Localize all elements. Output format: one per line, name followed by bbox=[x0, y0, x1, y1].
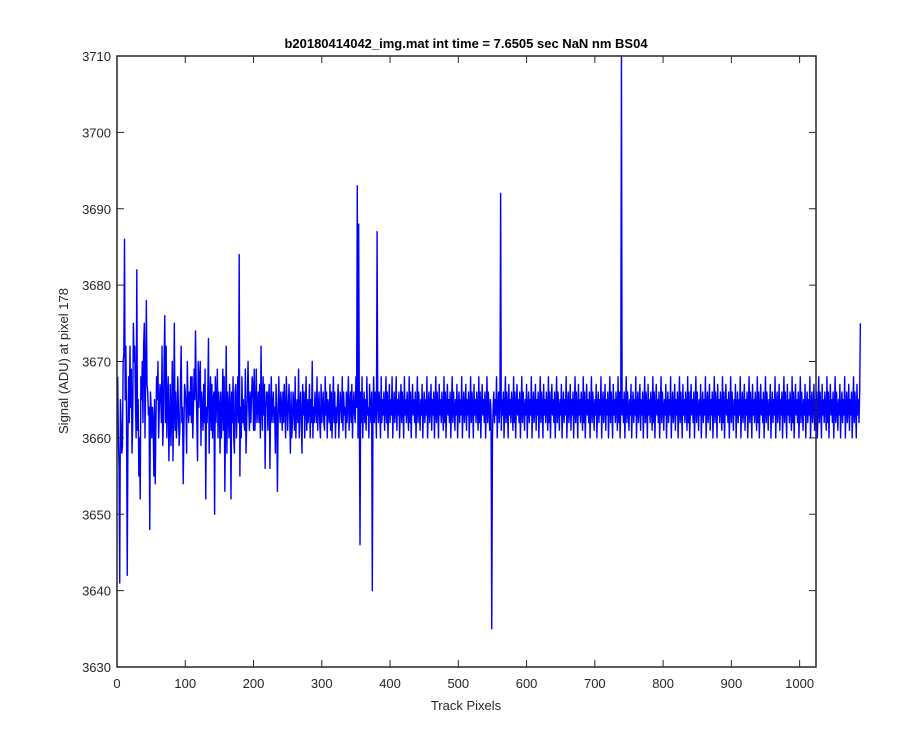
y-tick-label: 3690 bbox=[82, 202, 111, 217]
x-tick-label: 300 bbox=[311, 676, 333, 691]
y-tick-label: 3640 bbox=[82, 584, 111, 599]
x-tick-label: 900 bbox=[721, 676, 743, 691]
series-line bbox=[116, 55, 862, 630]
y-tick-label: 3630 bbox=[82, 660, 111, 675]
y-tick-label: 3660 bbox=[82, 431, 111, 446]
y-tick-label: 3670 bbox=[82, 355, 111, 370]
x-tick-label: 200 bbox=[243, 676, 265, 691]
x-tick-label: 0 bbox=[113, 676, 120, 691]
x-axis-label: Track Pixels bbox=[431, 698, 502, 713]
axes-box bbox=[116, 55, 817, 668]
chart-title: b20180414042_img.mat int time = 7.6505 s… bbox=[284, 36, 648, 51]
x-tick-label: 400 bbox=[379, 676, 401, 691]
x-tick-label: 1000 bbox=[785, 676, 814, 691]
series-layer bbox=[116, 55, 862, 630]
x-tick-label: 100 bbox=[174, 676, 196, 691]
ticks-layer: 0 100 200 300 400 500 600 700 800 900 1000 3630 3640… bbox=[82, 49, 816, 691]
x-tick-label: 500 bbox=[447, 676, 469, 691]
x-tick-label: 600 bbox=[516, 676, 538, 691]
y-tick-label: 3710 bbox=[82, 49, 111, 64]
y-tick-label: 3650 bbox=[82, 507, 111, 522]
x-tick-label: 800 bbox=[652, 676, 674, 691]
y-tick-label: 3700 bbox=[82, 125, 111, 140]
x-tick-label: 700 bbox=[584, 676, 606, 691]
plot-area bbox=[117, 56, 816, 667]
y-tick-label: 3680 bbox=[82, 278, 111, 293]
y-axis-label: Signal (ADU) at pixel 178 bbox=[56, 288, 71, 434]
